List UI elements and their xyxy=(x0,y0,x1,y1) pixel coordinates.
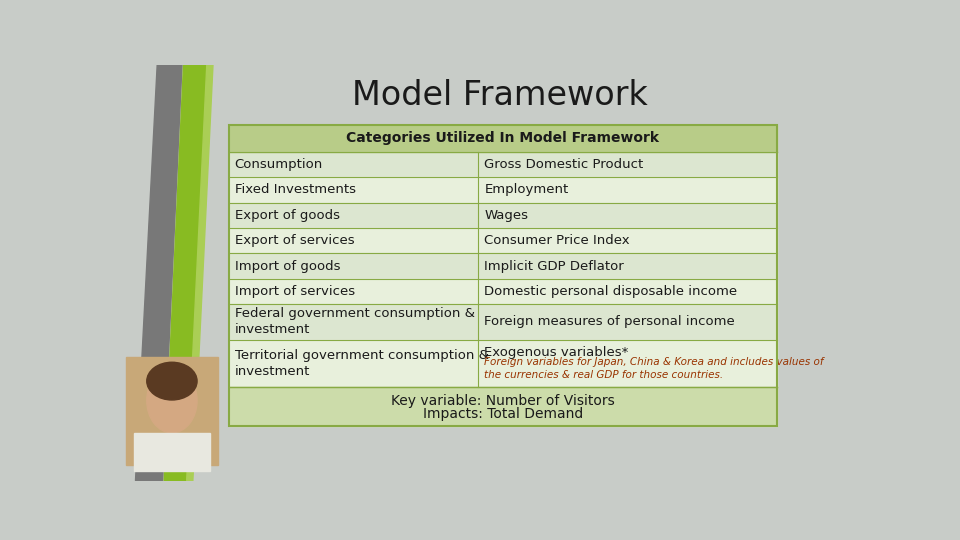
Polygon shape xyxy=(186,65,213,481)
Bar xyxy=(228,125,778,426)
Text: Federal government consumption &
investment: Federal government consumption & investm… xyxy=(234,307,474,336)
Ellipse shape xyxy=(147,362,197,400)
Bar xyxy=(228,202,778,228)
Text: Export of services: Export of services xyxy=(234,234,354,247)
Text: Exogenous variables*: Exogenous variables* xyxy=(485,346,629,359)
Bar xyxy=(228,387,778,426)
Bar xyxy=(228,152,778,177)
Bar xyxy=(228,340,778,387)
Bar xyxy=(228,125,778,426)
Text: Consumer Price Index: Consumer Price Index xyxy=(485,234,630,247)
Text: Foreign measures of personal income: Foreign measures of personal income xyxy=(485,315,735,328)
Text: Implicit GDP Deflator: Implicit GDP Deflator xyxy=(485,260,624,273)
Text: Import of goods: Import of goods xyxy=(234,260,340,273)
Text: Fixed Investments: Fixed Investments xyxy=(234,184,356,197)
Text: Consumption: Consumption xyxy=(234,158,323,171)
Polygon shape xyxy=(135,65,182,481)
Text: Impacts: Total Demand: Impacts: Total Demand xyxy=(422,407,583,421)
Text: Wages: Wages xyxy=(485,209,528,222)
Bar xyxy=(126,357,218,465)
Bar xyxy=(228,228,778,253)
Polygon shape xyxy=(164,65,211,481)
Bar xyxy=(134,433,210,470)
Text: Foreign variables for Japan, China & Korea and includes values of
the currencies: Foreign variables for Japan, China & Kor… xyxy=(485,357,824,380)
Text: Import of services: Import of services xyxy=(234,285,355,298)
Text: Employment: Employment xyxy=(485,184,568,197)
Text: Domestic personal disposable income: Domestic personal disposable income xyxy=(485,285,737,298)
Bar xyxy=(228,279,778,304)
Text: Gross Domestic Product: Gross Domestic Product xyxy=(485,158,643,171)
Text: Export of goods: Export of goods xyxy=(234,209,340,222)
Bar xyxy=(228,125,778,152)
Text: Model Framework: Model Framework xyxy=(352,79,648,112)
Text: Categories Utilized In Model Framework: Categories Utilized In Model Framework xyxy=(347,131,660,145)
Bar xyxy=(228,253,778,279)
Bar xyxy=(228,304,778,340)
Bar xyxy=(228,177,778,202)
Text: Key variable: Number of Visitors: Key variable: Number of Visitors xyxy=(391,394,614,408)
Text: Territorial government consumption &
investment: Territorial government consumption & inv… xyxy=(234,349,489,378)
Ellipse shape xyxy=(147,368,197,433)
